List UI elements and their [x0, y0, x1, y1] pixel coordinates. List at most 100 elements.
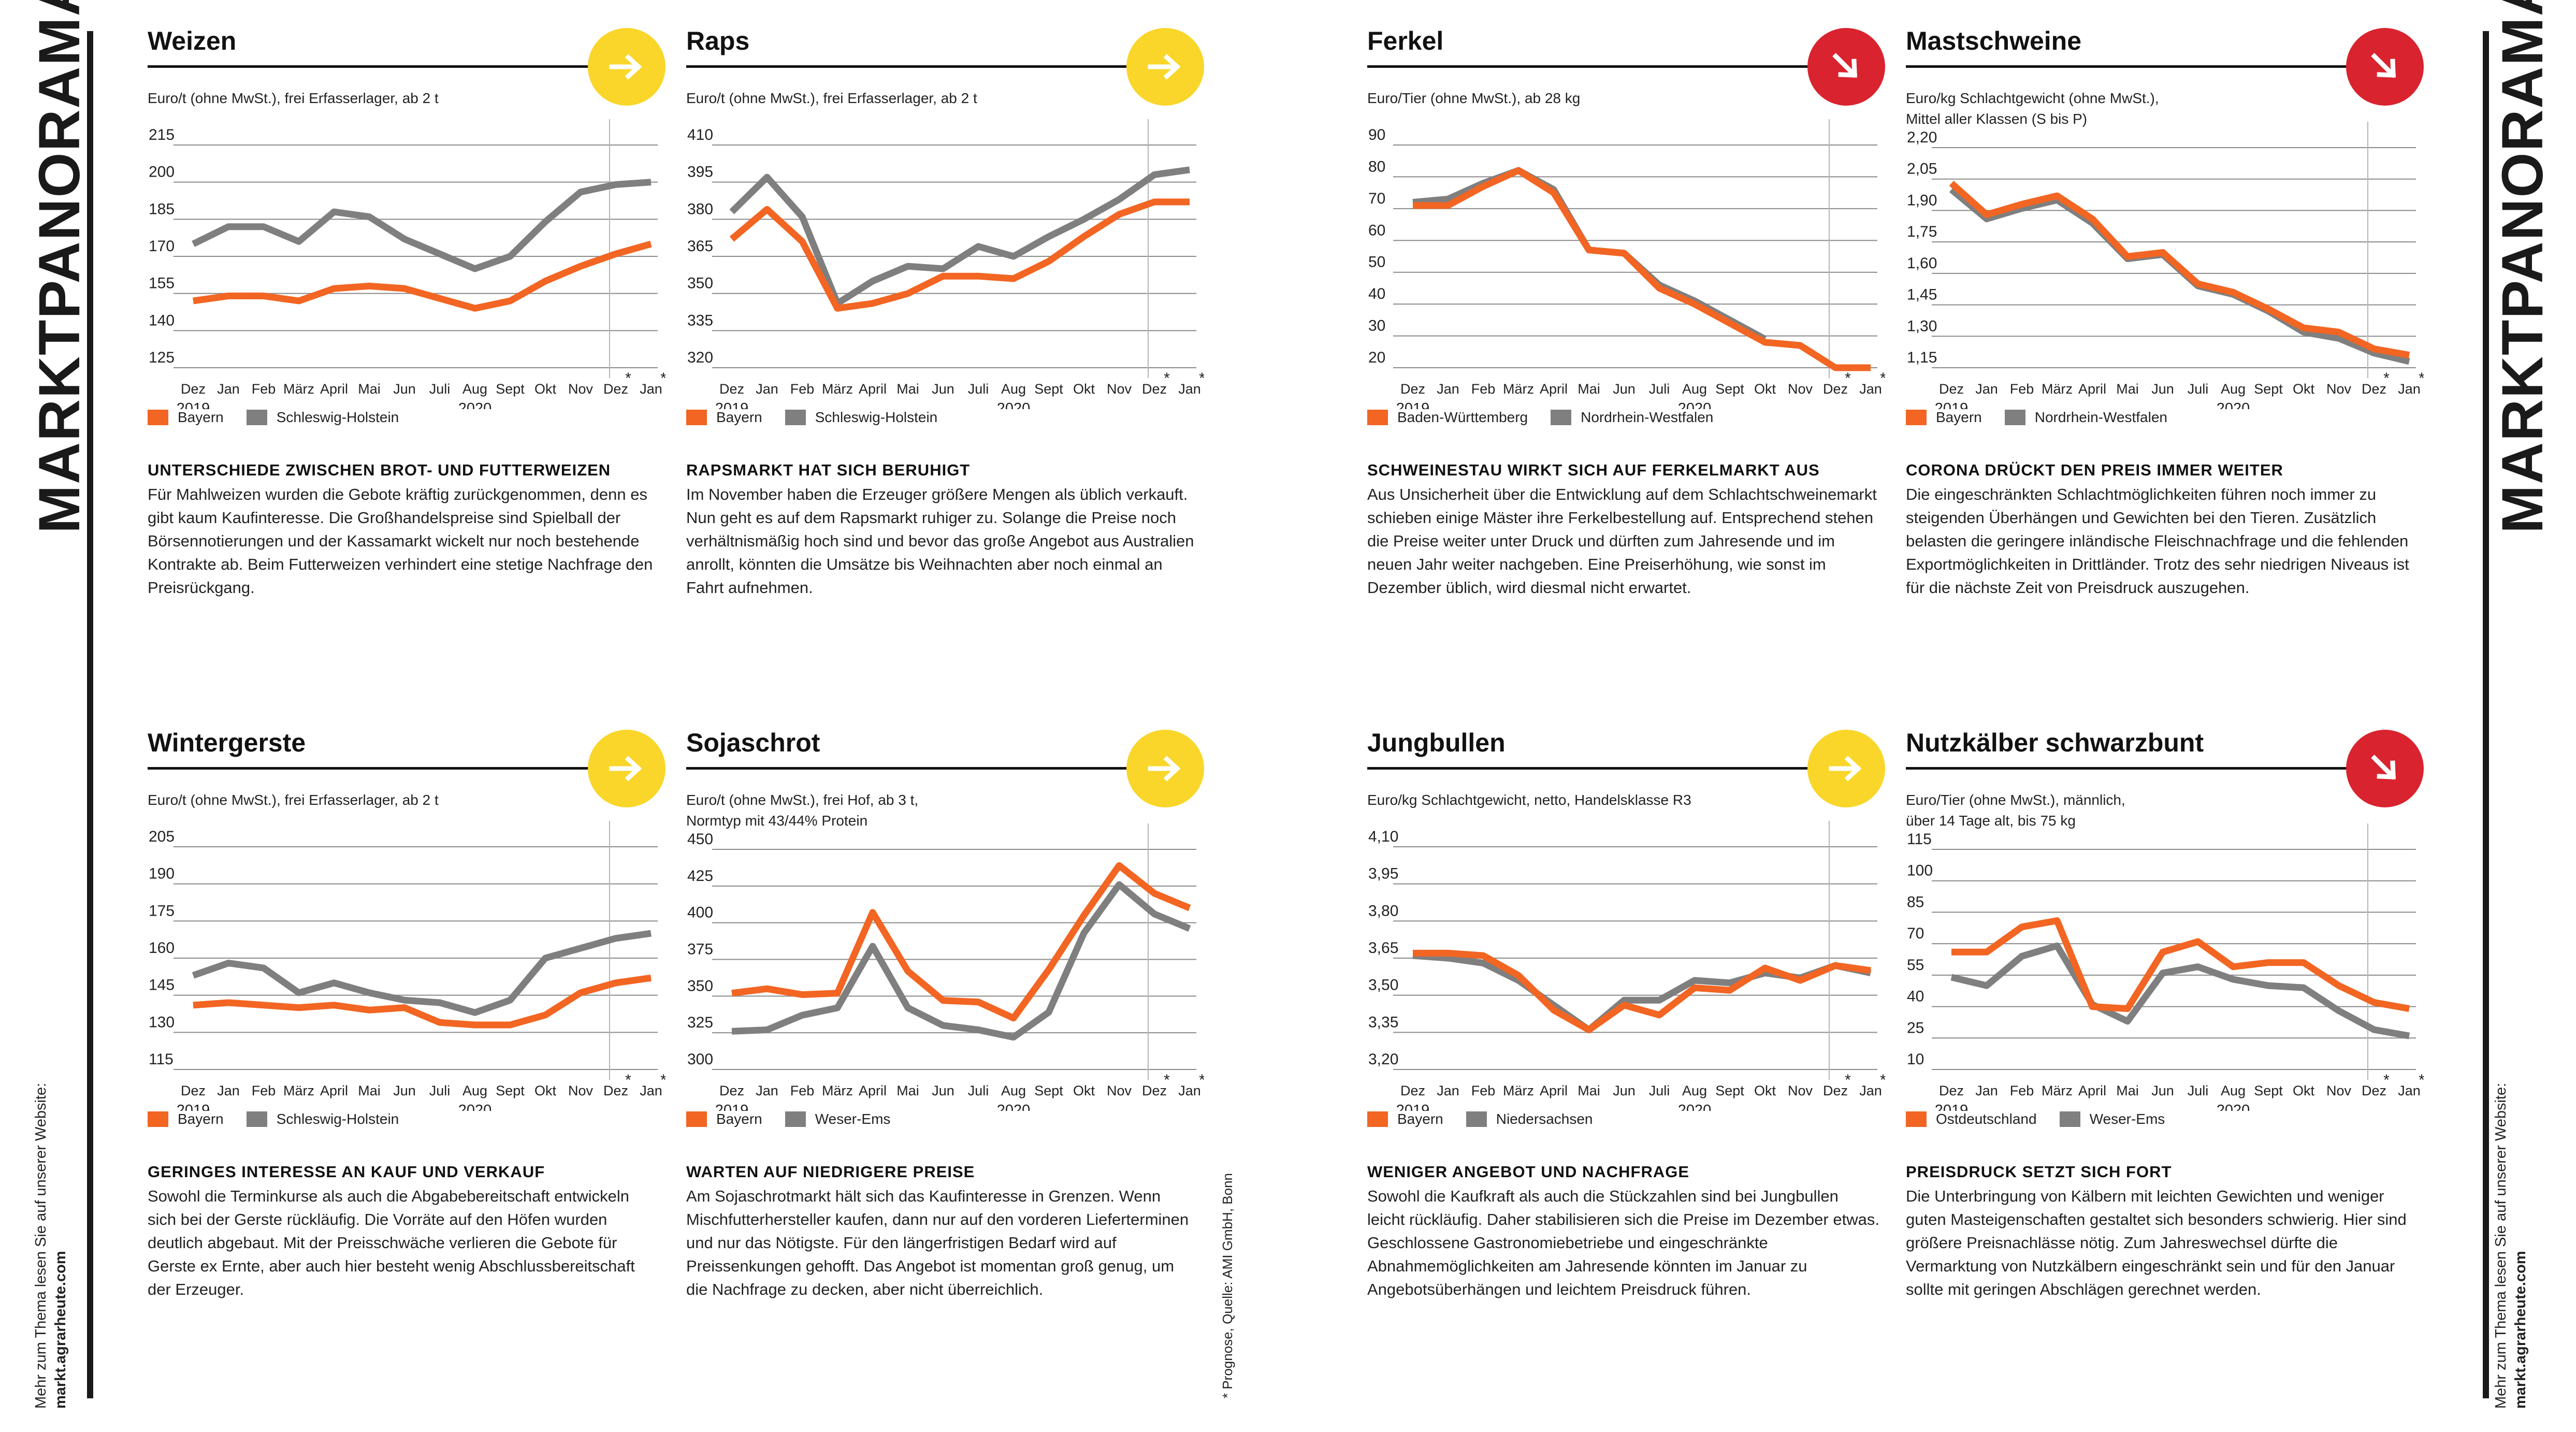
x-tick-label: Sept	[2254, 381, 2283, 397]
title-rule	[148, 767, 616, 770]
y-tick-label: 70	[1368, 190, 1385, 207]
legend: Ostdeutschland Weser-Ems	[1906, 1111, 2188, 1127]
legend-swatch	[785, 1111, 806, 1127]
x-tick-label: Juli	[2188, 381, 2209, 397]
x-tick-label: Dez	[719, 381, 744, 397]
forecast-mark: *	[625, 1072, 631, 1089]
line-chart: 115 100 85 70 55 40 25 10 Dez Jan Feb März April Mai J…	[1907, 823, 2424, 1111]
x-tick-label: Okt	[2293, 381, 2315, 397]
x-tick-label: April	[2078, 381, 2106, 397]
chart-panel: Raps Euro/t (ohne MwSt.), frei Erfasserla…	[686, 26, 1204, 720]
side-note-link[interactable]: markt.agrarheute.com	[52, 1251, 69, 1409]
series-line-orange	[1413, 949, 1871, 1034]
legend-label: Bayern	[1936, 409, 1982, 425]
legend: Bayern Schleswig-Holstein	[148, 409, 422, 426]
forecast-mark: *	[1199, 370, 1204, 387]
unit-label: Euro/t (ohne MwSt.), frei Hof, ab 3 t, No…	[686, 790, 918, 831]
side-note-line1: Mehr zum Thema lesen Sie auf unserer Web…	[2493, 1082, 2509, 1409]
legend-label: Schleswig-Holstein	[276, 1111, 399, 1127]
line-chart: 90 80 70 60 50 40 30 20 Dez Jan Feb März April Mai Jun…	[1368, 119, 1885, 409]
title-rule	[1906, 767, 2374, 770]
legend: Bayern Schleswig-Holstein	[686, 409, 960, 426]
chart-panel: Mastschweine Euro/kg Schlachtgewicht (ohn…	[1906, 26, 2424, 720]
year-label: 2019	[715, 1102, 749, 1111]
chart-panel: Weizen Euro/t (ohne MwSt.), frei Erfasser…	[148, 26, 665, 720]
x-tick-label: Okt	[1073, 381, 1095, 397]
legend-item: Bayern	[686, 1111, 762, 1127]
x-tick-label: Jan	[1437, 1083, 1459, 1098]
legend-item: Schleswig-Holstein	[785, 409, 937, 426]
x-tick-label: Okt	[1754, 1083, 1776, 1098]
x-tick-label: März	[822, 381, 853, 397]
year-label: 2020	[1678, 1102, 1712, 1111]
y-tick-label: 425	[687, 867, 713, 885]
x-tick-label: Dez	[1400, 1083, 1425, 1098]
x-tick-label: Juli	[1649, 1083, 1670, 1098]
y-tick-label: 185	[149, 200, 175, 218]
y-tick-label: 80	[1368, 158, 1385, 175]
x-tick-label: Okt	[534, 381, 557, 397]
x-tick-label: Jun	[1613, 1083, 1636, 1098]
x-tick-label: Jan	[1975, 381, 1998, 397]
line-chart: 205 190 175 160 145 130 115 Dez Jan Feb März April M…	[149, 821, 665, 1111]
y-tick-label: 3,65	[1368, 939, 1398, 957]
y-tick-label: 350	[687, 977, 713, 994]
y-tick-label: 3,95	[1368, 865, 1398, 883]
legend-swatch	[686, 1111, 707, 1127]
x-tick-label: Juli	[968, 1083, 989, 1098]
y-tick-label: 2,20	[1907, 129, 1937, 146]
year-label: 2019	[1396, 1102, 1430, 1111]
legend-swatch	[246, 410, 267, 425]
year-label: 2019	[1935, 400, 1969, 409]
x-tick-label: Aug	[462, 1083, 487, 1098]
x-tick-label: April	[2078, 1083, 2106, 1098]
legend-label: Ostdeutschland	[1936, 1111, 2037, 1127]
x-tick-label: März	[283, 1083, 314, 1098]
chart-panel: Wintergerste Euro/t (ohne MwSt.), frei Er…	[148, 728, 665, 1422]
x-tick-label: März	[1503, 1083, 1534, 1098]
source-note: * Prognose, Quelle: AMI GmbH, Bonn	[1220, 1173, 1235, 1398]
x-tick-label: März	[822, 1083, 853, 1098]
unit-label: Euro/kg Schlachtgewicht, netto, Handelsk…	[1367, 790, 1691, 811]
title-rule	[148, 65, 616, 68]
y-tick-label: 1,75	[1907, 223, 1937, 240]
x-tick-label: Dez	[1823, 1083, 1848, 1098]
panel-title: Sojaschrot	[686, 728, 820, 757]
y-tick-label: 395	[687, 164, 713, 181]
x-tick-label: Feb	[252, 1083, 276, 1098]
panel-title: Ferkel	[1367, 26, 1444, 55]
forecast-mark: *	[1845, 1072, 1851, 1089]
legend-swatch	[1906, 1111, 1927, 1127]
unit-label: Euro/t (ohne MwSt.), frei Erfasserlager,…	[686, 88, 977, 109]
x-tick-label: Jan	[756, 1083, 778, 1098]
y-tick-label: 70	[1907, 925, 1924, 942]
x-tick-label: Feb	[2010, 381, 2034, 397]
x-tick-label: April	[320, 381, 348, 397]
side-note-link[interactable]: markt.agrarheute.com	[2512, 1251, 2529, 1409]
year-label: 2020	[997, 400, 1031, 409]
series-line-orange	[1949, 180, 2410, 359]
x-tick-label: Sept	[1034, 1083, 1063, 1098]
unit-line: Mittel aller Klassen (S bis P)	[1906, 111, 2088, 127]
legend-label: Bayern	[716, 409, 762, 425]
x-tick-label: Jan	[640, 381, 662, 397]
panel-title: Jungbullen	[1367, 728, 1506, 757]
x-tick-label: Jun	[932, 1083, 954, 1098]
year-label: 2019	[177, 1102, 210, 1111]
legend-item: Schleswig-Holstein	[246, 409, 399, 426]
spine-title-left: MARKTPANORAMA	[27, 0, 92, 533]
x-tick-label: Aug	[1682, 1083, 1707, 1098]
forecast-mark: *	[660, 370, 665, 387]
x-tick-label: Nov	[2326, 1083, 2352, 1098]
legend: Bayern Nordrhein-Westfalen	[1906, 409, 2190, 426]
legend-swatch	[1906, 410, 1927, 425]
forecast-mark: *	[1880, 370, 1885, 387]
year-label: 2019	[715, 400, 749, 409]
legend-label: Bayern	[178, 1111, 224, 1127]
x-tick-label: Aug	[1001, 381, 1026, 397]
x-tick-label: Nov	[1788, 1083, 1813, 1098]
x-tick-label: März	[2042, 1083, 2073, 1098]
legend-swatch	[148, 410, 168, 425]
y-tick-label: 115	[149, 1051, 173, 1068]
x-tick-label: Jan	[217, 1083, 240, 1098]
